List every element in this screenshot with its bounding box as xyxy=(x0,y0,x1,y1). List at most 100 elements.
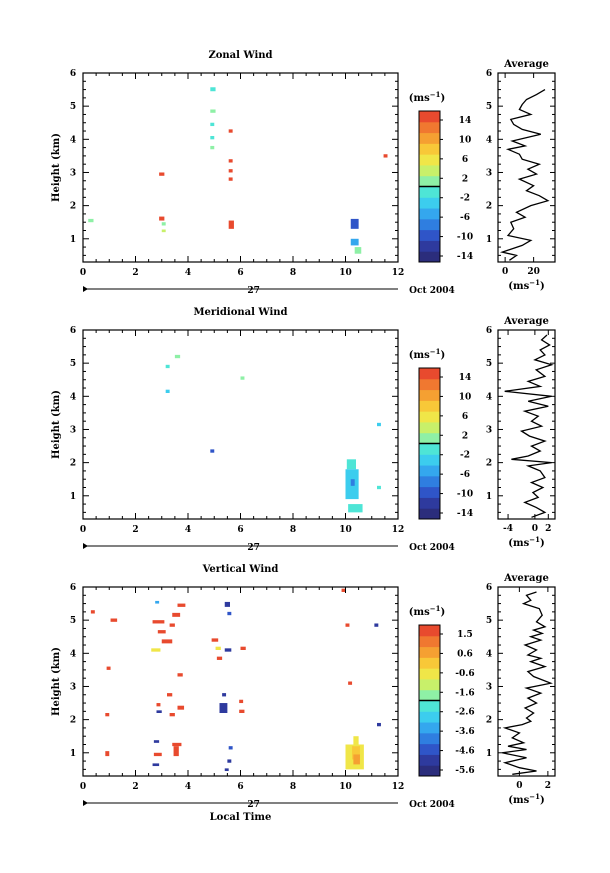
heatmap-cell xyxy=(106,666,111,670)
x-tick-label: 10 xyxy=(339,525,352,535)
y-tick-label: 3 xyxy=(486,168,492,178)
heatmap-cell xyxy=(377,485,381,490)
y-tick-label: 5 xyxy=(486,359,492,369)
heatmap-cell xyxy=(224,601,230,607)
heatmap-cell xyxy=(159,172,165,176)
y-tick-label: 5 xyxy=(70,359,76,369)
heatmap-cell xyxy=(228,746,233,750)
plot-frame xyxy=(82,72,399,263)
colorbar-swatch xyxy=(419,765,440,777)
x-tick-label: 0 xyxy=(502,267,508,277)
y-tick-label: 4 xyxy=(486,392,492,402)
colorbar-swatch xyxy=(419,700,440,712)
heatmap-cell xyxy=(161,222,166,226)
colorbar-tick-label: -1.6 xyxy=(455,688,474,698)
heatmap-cell xyxy=(374,623,379,627)
colorbar-tick-label: 6 xyxy=(462,412,468,422)
x-tick-label: 2 xyxy=(545,524,551,534)
colorbar-unit-label: (ms−1) xyxy=(409,90,445,104)
heatmap-cell xyxy=(352,746,360,760)
colorbar-swatch xyxy=(419,635,440,648)
colorbar-tick-label: -6 xyxy=(460,213,470,223)
heatmap-cell xyxy=(172,612,181,617)
date-axis-arrow xyxy=(83,800,88,806)
colorbar-swatch xyxy=(419,111,440,123)
average-frame xyxy=(497,72,556,263)
heatmap-cell xyxy=(210,145,215,150)
y-tick-label: 2 xyxy=(486,716,492,726)
y-tick-label: 6 xyxy=(70,583,76,593)
date-label: Oct 2004 xyxy=(409,800,455,810)
y-tick-label: 1 xyxy=(70,235,76,245)
y-tick-label: 3 xyxy=(70,168,76,178)
heatmap-cell xyxy=(239,709,245,713)
heatmap-cell xyxy=(228,129,233,133)
y-tick-label: 6 xyxy=(486,326,492,336)
colorbar-swatch xyxy=(419,378,440,391)
average-frame xyxy=(497,329,556,520)
colorbar-swatch xyxy=(419,197,440,209)
average-unit-label: (ms−1) xyxy=(508,535,544,549)
average-title: Average xyxy=(503,59,549,70)
y-tick-label: 2 xyxy=(70,716,76,726)
date-day-label: 27 xyxy=(247,800,260,810)
colorbar-swatch xyxy=(419,154,440,166)
heatmap-cells xyxy=(165,354,381,513)
x-tick-label: 0 xyxy=(532,524,538,534)
y-tick-label: 3 xyxy=(70,425,76,435)
colorbar-tick-label: -0.6 xyxy=(455,669,474,679)
colorbar-swatch xyxy=(419,240,440,252)
average-frame xyxy=(497,586,556,777)
heatmap-cell xyxy=(88,218,94,223)
colorbar-swatch xyxy=(419,432,440,444)
heatmap-cell xyxy=(377,422,381,427)
x-tick-label: 20 xyxy=(527,267,540,277)
heatmap-cell xyxy=(105,713,110,717)
colorbar-swatch xyxy=(419,368,440,380)
heatmap-cell xyxy=(167,693,173,697)
x-tick-label: 10 xyxy=(339,782,352,792)
panel-title: Vertical Wind xyxy=(202,564,279,575)
colorbar-swatch xyxy=(419,251,440,263)
y-tick-label: 1 xyxy=(70,749,76,759)
colorbar-unit-label: (ms−1) xyxy=(409,347,445,361)
y-axis-label: Height (km) xyxy=(51,133,62,202)
colorbar-swatch xyxy=(419,143,440,155)
y-tick-label: 6 xyxy=(486,583,492,593)
colorbar-tick-label: -14 xyxy=(457,252,473,262)
heatmap-cell xyxy=(216,656,223,660)
colorbar-swatch xyxy=(419,443,440,455)
colorbar-swatch xyxy=(419,208,440,220)
heatmap-cell xyxy=(224,768,229,772)
heatmap-cell xyxy=(165,364,170,369)
heatmap-cell xyxy=(346,459,356,470)
x-tick-label: 10 xyxy=(339,268,352,278)
x-tick-label: 0 xyxy=(516,781,522,791)
colorbar-tick-label: 2 xyxy=(462,431,468,441)
heatmap-cell xyxy=(210,122,215,127)
heatmap-cell xyxy=(156,710,162,713)
colorbar-swatch xyxy=(419,678,440,691)
y-tick-label: 3 xyxy=(486,682,492,692)
heatmap-cell xyxy=(348,504,363,513)
date-axis-arrow xyxy=(83,543,88,549)
colorbar-tick-label: -10 xyxy=(457,233,473,243)
y-tick-label: 1 xyxy=(486,235,492,245)
x-tick-label: 2 xyxy=(545,781,551,791)
y-tick-label: 5 xyxy=(486,616,492,626)
colorbar-tick-label: 6 xyxy=(462,155,468,165)
x-tick-label: 8 xyxy=(290,525,296,535)
date-day-label: 27 xyxy=(247,286,260,296)
colorbar-tick-label: -6 xyxy=(460,470,470,480)
average-unit-label: (ms−1) xyxy=(508,278,544,292)
heatmap-cell xyxy=(174,354,181,359)
y-tick-label: 1 xyxy=(70,492,76,502)
colorbar-swatch xyxy=(419,754,440,766)
y-tick-label: 3 xyxy=(70,682,76,692)
heatmap-cell xyxy=(155,600,160,604)
